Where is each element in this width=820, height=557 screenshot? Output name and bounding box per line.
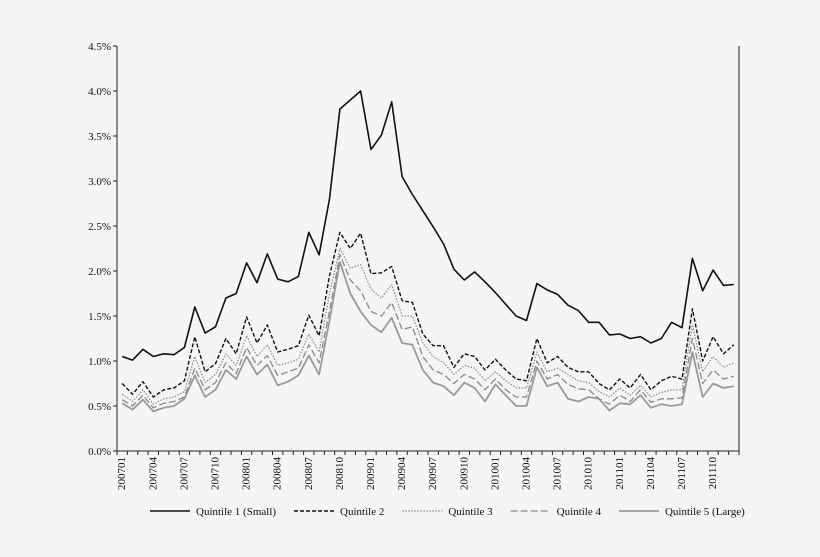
y-tick-label: 1.0% [88, 356, 111, 368]
x-axis-ticks: 200701 200704 200707 200710 200801 200804 2008… [116, 451, 740, 491]
y-tick-label: 2.5% [88, 221, 111, 233]
legend-label: Quintile 4 [557, 506, 602, 518]
x-tick-label: 201104 [645, 457, 657, 490]
y-tick-label: 1.5% [88, 311, 111, 323]
series-lines [121, 90, 735, 413]
y-tick-label: 3.5% [88, 131, 111, 143]
y-tick-label: 2.0% [88, 266, 111, 278]
x-tick-label: 201001 [489, 457, 501, 490]
x-tick-label: 200804 [272, 457, 284, 491]
legend-label: Quintile 3 [448, 506, 493, 518]
x-tick-label: 200704 [147, 457, 159, 491]
x-tick-label: 201010 [583, 457, 595, 491]
y-axis-ticks: 0.0% 0.5% 1.0% 1.5% 2.0% 2.5% 3.0% 3.5% 4.0% 4.5% [88, 41, 117, 458]
x-tick-label: 201107 [676, 457, 688, 490]
y-tick-label: 3.0% [88, 176, 111, 188]
x-tick-label: 200904 [396, 457, 408, 491]
x-tick-label: 200710 [209, 457, 221, 491]
series-line-quintile-5-large [121, 261, 734, 413]
y-tick-label: 4.0% [88, 86, 111, 98]
x-tick-label: 200801 [241, 457, 253, 490]
x-tick-label: 200807 [303, 457, 315, 491]
x-tick-label: 201007 [552, 457, 564, 491]
x-tick-label: 200910 [458, 457, 470, 491]
series-line-quintile-2 [121, 231, 735, 398]
x-tick-label: 201101 [614, 457, 626, 490]
x-tick-label: 201004 [520, 457, 532, 491]
series-line-quintile-1-small [121, 90, 734, 361]
y-tick-label: 0.0% [88, 446, 111, 458]
x-tick-label: 200901 [365, 457, 377, 490]
legend-label: Quintile 2 [340, 506, 384, 518]
x-tick-label: 200907 [427, 457, 439, 491]
x-tick-label: 201110 [707, 457, 719, 490]
series-line-quintile-4 [121, 254, 734, 409]
x-tick-label: 200707 [178, 457, 190, 491]
series-line-quintile-3 [121, 247, 735, 405]
legend: Quintile 1 (Small) Quintile 2 Quintile 3 Qu… [150, 506, 745, 518]
y-tick-label: 4.5% [88, 41, 111, 53]
legend-label: Quintile 1 (Small) [196, 506, 276, 518]
x-tick-label: 200810 [334, 457, 346, 491]
y-tick-label: 0.5% [88, 401, 111, 413]
x-tick-label: 200701 [116, 457, 128, 490]
legend-label: Quintile 5 (Large) [665, 506, 745, 518]
